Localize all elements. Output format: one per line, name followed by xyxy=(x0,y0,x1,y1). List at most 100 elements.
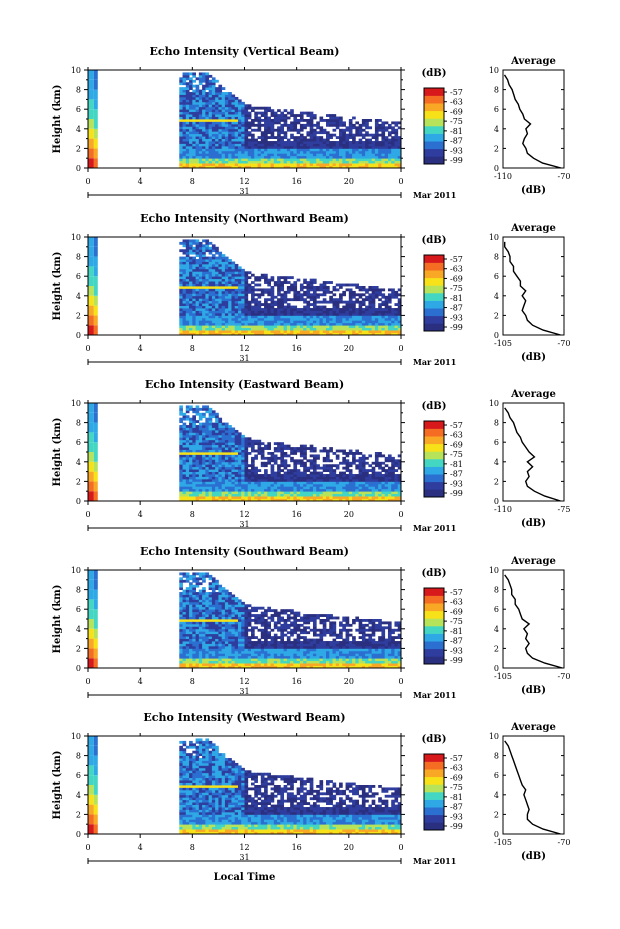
heatmap-cell xyxy=(241,317,245,321)
heatmap-cell xyxy=(293,298,298,302)
heatmap-cell xyxy=(257,325,262,329)
colorbar-segment xyxy=(424,315,444,324)
heatmap-cell xyxy=(234,459,239,463)
heatmap-cell xyxy=(358,295,363,299)
colorbar-tick-label: -81 xyxy=(450,294,463,303)
heatmap-cell xyxy=(352,143,356,147)
heatmap-cell xyxy=(299,320,304,324)
heatmap-cell xyxy=(228,315,232,319)
heatmap-cell xyxy=(280,153,285,157)
heatmap-cell xyxy=(228,116,232,120)
heatmap-cell xyxy=(231,150,236,154)
heatmap-cell xyxy=(241,481,245,485)
heatmap-cell xyxy=(273,459,278,463)
heatmap-cell xyxy=(381,330,386,333)
heatmap-cell xyxy=(306,165,311,169)
heatmap-cell xyxy=(361,300,366,304)
heatmap-cell xyxy=(247,300,252,304)
heatmap-cell xyxy=(352,123,356,127)
heatmap-cell xyxy=(218,315,223,319)
heatmap-cell xyxy=(296,320,301,324)
heatmap-cell xyxy=(179,454,183,458)
heatmap-cell xyxy=(234,317,239,321)
heatmap-cell xyxy=(93,70,98,80)
heatmap-cell xyxy=(326,143,330,147)
heatmap-cell xyxy=(205,493,210,497)
heatmap-cell xyxy=(286,325,291,329)
heatmap-cell xyxy=(365,288,369,292)
heatmap-cell xyxy=(397,493,402,497)
heatmap-cell xyxy=(326,155,330,159)
heatmap-cell xyxy=(189,111,193,115)
heatmap-cell xyxy=(254,303,258,306)
heatmap-cell xyxy=(257,153,262,157)
heatmap-cell xyxy=(293,143,298,147)
heatmap-cell xyxy=(211,300,216,304)
heatmap-cell xyxy=(270,456,275,460)
heatmap-cell xyxy=(339,493,343,497)
heatmap-cell xyxy=(208,322,213,326)
heatmap-cell xyxy=(195,320,200,324)
heatmap-cell xyxy=(273,454,278,458)
heatmap-cell xyxy=(244,449,249,453)
heatmap-cell xyxy=(189,493,193,497)
heatmap-cell xyxy=(244,155,249,159)
heatmap-cell xyxy=(215,305,219,309)
heatmap-cell xyxy=(241,496,245,499)
heatmap-cell xyxy=(198,266,203,270)
heatmap-cell xyxy=(224,498,229,502)
heatmap-cell xyxy=(244,444,249,448)
heatmap-cell xyxy=(202,444,206,448)
heatmap-cell xyxy=(202,422,206,426)
heatmap-cell xyxy=(312,128,317,132)
heatmap-cell xyxy=(192,136,196,139)
heatmap-cell xyxy=(234,283,239,287)
heatmap-cell xyxy=(371,471,376,475)
heatmap-cell xyxy=(224,449,229,453)
heatmap-cell xyxy=(335,283,340,287)
heatmap-cell xyxy=(329,330,333,333)
heatmap-cell xyxy=(316,488,320,492)
heatmap-cell xyxy=(368,145,373,149)
heatmap-cell xyxy=(394,295,399,299)
heatmap-cell xyxy=(251,476,255,480)
heatmap-cell xyxy=(185,141,190,144)
heatmap-cell xyxy=(198,310,203,314)
heatmap-cell xyxy=(205,434,210,438)
heatmap-cell xyxy=(241,123,245,127)
heatmap-cell xyxy=(277,145,281,149)
heatmap-cell xyxy=(299,312,304,316)
heatmap-cell xyxy=(358,476,363,480)
heatmap-cell xyxy=(254,439,258,443)
heatmap-cell xyxy=(202,317,206,321)
heatmap-cell xyxy=(254,471,258,475)
heatmap-cell xyxy=(335,464,340,468)
heatmap-cell xyxy=(339,474,343,477)
heatmap-cell xyxy=(241,471,245,475)
heatmap-cell xyxy=(303,332,307,336)
heatmap-cell xyxy=(195,244,200,248)
heatmap-cell xyxy=(244,298,249,302)
heatmap-cell xyxy=(391,126,395,130)
heatmap-cell xyxy=(381,293,386,297)
heatmap-cell xyxy=(254,160,258,164)
heatmap-cell xyxy=(365,315,369,319)
heatmap-cell xyxy=(179,111,183,115)
heatmap-cell xyxy=(312,295,317,299)
heatmap-cell xyxy=(179,464,183,468)
heatmap-cell xyxy=(358,474,363,477)
heatmap-cell xyxy=(374,452,379,455)
heatmap-cell xyxy=(384,486,389,490)
heatmap-cell xyxy=(316,491,320,495)
heatmap-cell xyxy=(277,155,281,159)
heatmap-cell xyxy=(352,116,356,120)
heatmap-cell xyxy=(290,305,294,309)
heatmap-cell xyxy=(378,128,382,132)
heatmap-cell xyxy=(208,320,213,324)
heatmap-cell xyxy=(192,92,196,95)
heatmap-cell xyxy=(290,165,294,169)
heatmap-cell xyxy=(309,459,314,463)
heatmap-cell xyxy=(182,483,187,487)
heatmap-cell xyxy=(218,486,223,490)
heatmap-cell xyxy=(339,310,343,314)
